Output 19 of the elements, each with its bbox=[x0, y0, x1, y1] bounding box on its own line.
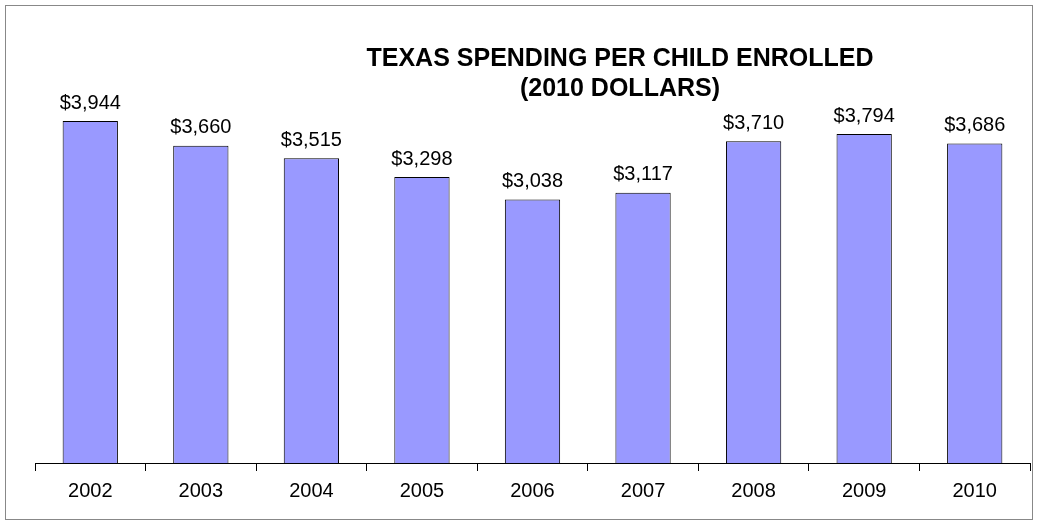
x-tick-label: 2003 bbox=[178, 478, 224, 501]
data-label: $3,515 bbox=[280, 127, 342, 150]
data-label: $3,686 bbox=[944, 112, 1006, 135]
x-tick-label: 2002 bbox=[68, 478, 113, 501]
chart-title: TEXAS SPENDING PER CHILD ENROLLED (2010 DOLLARS) bbox=[365, 42, 875, 102]
data-label: $3,794 bbox=[833, 103, 895, 126]
data-label: $3,117 bbox=[613, 162, 673, 185]
data-label: $3,038 bbox=[501, 169, 564, 192]
x-tick-label: 2008 bbox=[731, 478, 776, 501]
x-tick-label: 2007 bbox=[620, 478, 666, 501]
data-label: $3,298 bbox=[391, 146, 453, 169]
x-tick-label: 2010 bbox=[952, 478, 997, 501]
data-label: $3,710 bbox=[723, 110, 785, 133]
data-label: $3,660 bbox=[170, 115, 232, 138]
data-label: $3,944 bbox=[59, 90, 121, 113]
x-tick-label: 2006 bbox=[510, 478, 555, 501]
x-tick-label: 2005 bbox=[399, 478, 445, 501]
x-tick-label: 2009 bbox=[841, 478, 887, 501]
x-tick-label: 2004 bbox=[289, 478, 334, 501]
